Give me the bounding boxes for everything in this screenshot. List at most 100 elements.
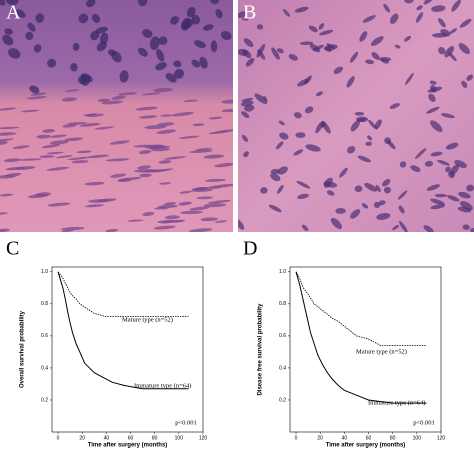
nucleus bbox=[293, 112, 302, 119]
nucleus bbox=[61, 97, 78, 102]
nucleus bbox=[426, 106, 440, 114]
nucleus bbox=[30, 92, 47, 96]
nucleus bbox=[207, 199, 231, 204]
nucleus bbox=[137, 165, 151, 170]
nucleus bbox=[459, 18, 472, 28]
nucleus bbox=[380, 58, 390, 64]
nucleus bbox=[50, 140, 69, 145]
nucleus bbox=[410, 165, 421, 173]
y-tick-label: 0.6 bbox=[279, 333, 286, 339]
nucleus bbox=[70, 63, 78, 72]
x-tick-label: 60 bbox=[128, 435, 134, 441]
nucleus bbox=[449, 28, 458, 34]
nucleus bbox=[275, 141, 284, 150]
nucleus bbox=[346, 76, 355, 88]
nucleus bbox=[191, 59, 201, 68]
nucleus bbox=[173, 68, 185, 79]
nucleus bbox=[256, 43, 266, 58]
nucleus bbox=[215, 9, 223, 19]
x-tick-label: 20 bbox=[317, 435, 323, 441]
nucleus bbox=[157, 204, 178, 209]
nucleus bbox=[365, 141, 373, 147]
nucleus bbox=[445, 166, 451, 173]
legend-label: Mature type (n=52) bbox=[122, 316, 173, 323]
nucleus bbox=[35, 13, 45, 23]
y-tick-label: 0.8 bbox=[279, 301, 286, 307]
x-tick-label: 40 bbox=[104, 435, 110, 441]
nucleus bbox=[364, 182, 378, 192]
nucleus bbox=[84, 181, 105, 186]
nucleus bbox=[282, 9, 291, 17]
nucleus bbox=[221, 99, 233, 104]
survival-curve bbox=[57, 271, 189, 318]
nucleus bbox=[323, 181, 338, 188]
nucleus bbox=[423, 225, 434, 232]
survival-curve bbox=[57, 271, 189, 390]
nucleus bbox=[270, 173, 281, 182]
nucleus bbox=[374, 119, 382, 129]
nucleus bbox=[173, 60, 182, 68]
nucleus bbox=[79, 123, 101, 127]
nucleus bbox=[210, 40, 218, 53]
legend-label: Mature type (n=52) bbox=[356, 348, 407, 355]
nucleus bbox=[101, 100, 123, 105]
nucleus bbox=[437, 159, 450, 166]
y-tick-label: 0.6 bbox=[41, 333, 48, 339]
y-tick-label: 0.4 bbox=[41, 365, 48, 371]
nucleus bbox=[423, 0, 435, 5]
nucleus bbox=[141, 92, 161, 96]
nucleus bbox=[87, 154, 110, 159]
nucleus bbox=[16, 9, 26, 18]
nucleus bbox=[27, 22, 36, 32]
nucleus bbox=[367, 135, 373, 141]
survival-curve bbox=[295, 271, 427, 346]
nucleus bbox=[430, 204, 446, 210]
nucleus bbox=[429, 80, 437, 85]
nucleus bbox=[142, 29, 153, 38]
nucleus bbox=[364, 59, 375, 65]
nucleus bbox=[389, 103, 400, 109]
x-tick-label: 0 bbox=[295, 435, 298, 441]
nucleus bbox=[322, 121, 331, 134]
nucleus bbox=[111, 95, 126, 100]
nucleus bbox=[2, 34, 14, 46]
nucleus bbox=[47, 202, 71, 207]
nucleus bbox=[383, 3, 391, 13]
nucleus bbox=[41, 144, 61, 149]
nucleus bbox=[454, 160, 467, 168]
nucleus bbox=[241, 17, 249, 21]
nucleus bbox=[0, 126, 20, 130]
nucleus bbox=[46, 166, 70, 171]
nucleus bbox=[335, 208, 346, 214]
nucleus bbox=[210, 0, 219, 5]
x-tick-label: 120 bbox=[199, 435, 208, 441]
nuclei-a bbox=[0, 0, 233, 232]
nucleus bbox=[430, 198, 445, 205]
nucleus bbox=[357, 118, 366, 122]
p-value: p<0.001 bbox=[413, 419, 435, 426]
x-tick-label: 80 bbox=[152, 435, 158, 441]
nucleus bbox=[189, 149, 213, 153]
nucleus bbox=[171, 112, 194, 117]
nucleus bbox=[373, 201, 381, 208]
nucleus bbox=[304, 106, 314, 114]
nucleus bbox=[203, 24, 214, 31]
x-tick-label: 0 bbox=[57, 435, 60, 441]
nucleus bbox=[457, 206, 472, 213]
nucleus bbox=[77, 75, 88, 85]
nuclei-b bbox=[238, 0, 474, 232]
nucleus bbox=[309, 43, 321, 53]
nucleus bbox=[94, 126, 115, 130]
nucleus bbox=[357, 155, 372, 163]
nucleus bbox=[462, 224, 470, 230]
nucleus bbox=[180, 210, 204, 215]
nucleus bbox=[326, 190, 335, 196]
nucleus bbox=[308, 25, 318, 33]
nucleus bbox=[359, 31, 368, 42]
nucleus bbox=[243, 38, 254, 47]
legend-label: Immature type (n=64) bbox=[368, 399, 425, 406]
nucleus bbox=[88, 199, 110, 203]
nucleus bbox=[376, 213, 391, 220]
nucleus bbox=[160, 114, 173, 117]
nucleus bbox=[404, 0, 414, 4]
